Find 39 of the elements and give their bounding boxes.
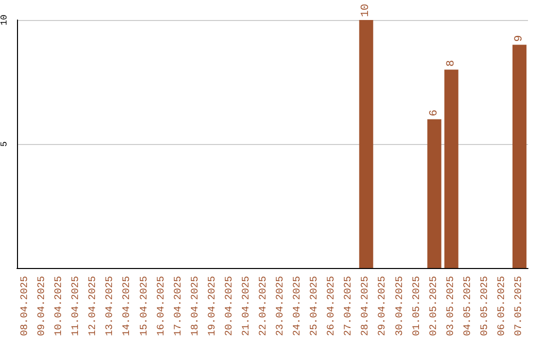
data-label: 6 bbox=[428, 110, 440, 116]
data-label: 10 bbox=[360, 4, 372, 17]
x-tick-label: 11.04.2025 bbox=[71, 276, 82, 336]
x-tick-label: 24.04.2025 bbox=[292, 276, 304, 336]
x-tick-label: 29.04.2025 bbox=[378, 276, 389, 336]
y-tick-label: 5 bbox=[0, 141, 10, 147]
x-tick-label: 15.04.2025 bbox=[139, 276, 150, 336]
x-tick-label: 05.05.2025 bbox=[480, 276, 491, 336]
x-tick-label: 26.04.2025 bbox=[326, 276, 338, 336]
bar bbox=[512, 44, 526, 268]
x-tick-label: 16.04.2025 bbox=[156, 276, 168, 336]
bar bbox=[427, 119, 442, 268]
x-tick-label: 13.04.2025 bbox=[105, 276, 116, 336]
x-tick-label: 27.04.2025 bbox=[344, 276, 355, 336]
x-tick-label: 28.04.2025 bbox=[360, 276, 372, 336]
x-tick-label: 08.04.2025 bbox=[20, 276, 32, 336]
x-tick-label: 04.05.2025 bbox=[462, 276, 474, 336]
x-tick-label: 10.04.2025 bbox=[54, 276, 66, 336]
x-tick-label: 07.05.2025 bbox=[514, 276, 525, 336]
bar bbox=[444, 70, 458, 268]
x-tick-label: 22.04.2025 bbox=[258, 276, 270, 336]
x-tick-label: 03.05.2025 bbox=[446, 276, 457, 336]
x-tick-label: 30.04.2025 bbox=[394, 276, 406, 336]
data-label: 9 bbox=[513, 35, 526, 42]
x-tick-label: 01.05.2025 bbox=[412, 276, 423, 336]
x-tick-label: 02.05.2025 bbox=[428, 276, 440, 336]
x-tick-label: 12.04.2025 bbox=[88, 276, 100, 336]
x-tick-label: 18.04.2025 bbox=[190, 276, 202, 336]
x-tick-label: 06.05.2025 bbox=[496, 276, 508, 336]
x-tick-label: 14.04.2025 bbox=[122, 276, 134, 336]
x-tick-label: 21.04.2025 bbox=[241, 276, 252, 336]
x-tick-label: 23.04.2025 bbox=[276, 276, 287, 336]
x-tick-label: 25.04.2025 bbox=[310, 276, 321, 336]
data-label: 8 bbox=[445, 60, 458, 67]
bar bbox=[359, 20, 374, 268]
x-tick-label: 20.04.2025 bbox=[224, 276, 236, 336]
x-tick-label: 19.04.2025 bbox=[207, 276, 218, 336]
x-tick-label: 09.04.2025 bbox=[37, 276, 48, 336]
x-tick-label: 17.04.2025 bbox=[173, 276, 184, 336]
